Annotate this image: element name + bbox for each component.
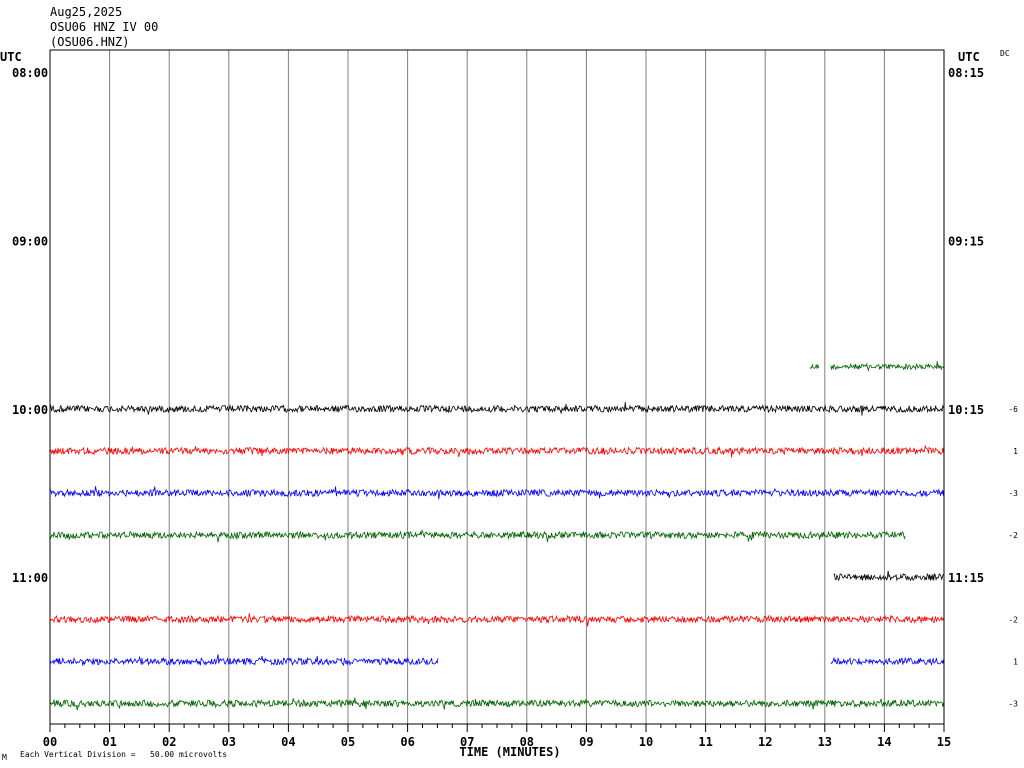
seismic-trace-row-7 [809, 363, 820, 369]
dc-offset-value: -3 [1008, 700, 1018, 709]
plot-frame [49, 49, 945, 725]
utc-right-label: UTC [958, 50, 980, 64]
x-tick-label: 07 [460, 735, 474, 749]
x-tick-label: 02 [162, 735, 176, 749]
right-time-labels: 08:15 09:15 10:15 11:15 [948, 66, 984, 585]
seismic-trace-row-11 [49, 529, 906, 543]
right-time-label: 08:15 [948, 66, 984, 80]
seismic-trace-row-7 [830, 361, 944, 372]
x-tick-label: 05 [341, 735, 355, 749]
scale-note: Each Vertical Division = 50.00 microvolt… [20, 750, 227, 759]
seismic-trace-row-13 [49, 613, 944, 627]
header-date: Aug25,2025 [50, 5, 122, 19]
utc-left-label: UTC [0, 50, 22, 64]
right-time-label: 10:15 [948, 403, 984, 417]
trace-group [49, 361, 944, 711]
x-tick-label: 12 [758, 735, 772, 749]
dc-offset-value: 1 [1013, 447, 1018, 456]
seismic-trace-row-14 [830, 656, 944, 666]
x-tick-label: 15 [937, 735, 951, 749]
dc-offset-value: -6 [1008, 405, 1018, 414]
left-time-label: 08:00 [12, 66, 48, 80]
x-tick-label: 11 [698, 735, 712, 749]
x-tick-label: 10 [639, 735, 653, 749]
dc-offset-value: -2 [1008, 531, 1018, 540]
seismic-trace-row-8 [49, 402, 944, 416]
header-station: OSU06 HNZ IV 00 [50, 20, 158, 34]
right-time-label: 09:15 [948, 234, 984, 248]
x-tick-label: 08 [520, 735, 534, 749]
seismic-trace-row-14 [49, 654, 439, 667]
seismic-trace-row-12 [833, 570, 944, 582]
seismic-trace-row-9 [49, 445, 944, 458]
left-time-label: 09:00 [12, 234, 48, 248]
x-tick-label: 13 [818, 735, 832, 749]
x-tick-label: 09 [579, 735, 593, 749]
corner-mark: M [2, 753, 7, 762]
plot-grid [49, 49, 945, 725]
dc-offset-value: 1 [1013, 657, 1018, 666]
header-channel: (OSU06.HNZ) [50, 35, 129, 49]
dc-label: DC [1000, 49, 1010, 58]
x-tick-label: 06 [400, 735, 414, 749]
x-axis-ticks: 00 01 02 03 04 05 06 07 08 09 10 11 12 13 14 15 [43, 724, 951, 749]
x-tick-label: 14 [877, 735, 891, 749]
dc-offset-values: -6 1 -3 -2 -2 1 -3 [1008, 405, 1018, 709]
left-time-label: 10:00 [12, 403, 48, 417]
dc-offset-value: -3 [1008, 489, 1018, 498]
x-tick-label: 01 [102, 735, 116, 749]
seismic-trace-row-10 [49, 486, 944, 500]
x-axis-label: TIME (MINUTES) [459, 745, 560, 759]
x-tick-label: 04 [281, 735, 295, 749]
dc-offset-value: -2 [1008, 615, 1018, 624]
right-time-label: 11:15 [948, 571, 984, 585]
x-tick-label: 00 [43, 735, 57, 749]
left-time-label: 11:00 [12, 571, 48, 585]
left-time-labels: 08:00 09:00 10:00 11:00 [12, 66, 48, 585]
x-tick-label: 03 [222, 735, 236, 749]
seismic-trace-row-15 [49, 697, 944, 711]
